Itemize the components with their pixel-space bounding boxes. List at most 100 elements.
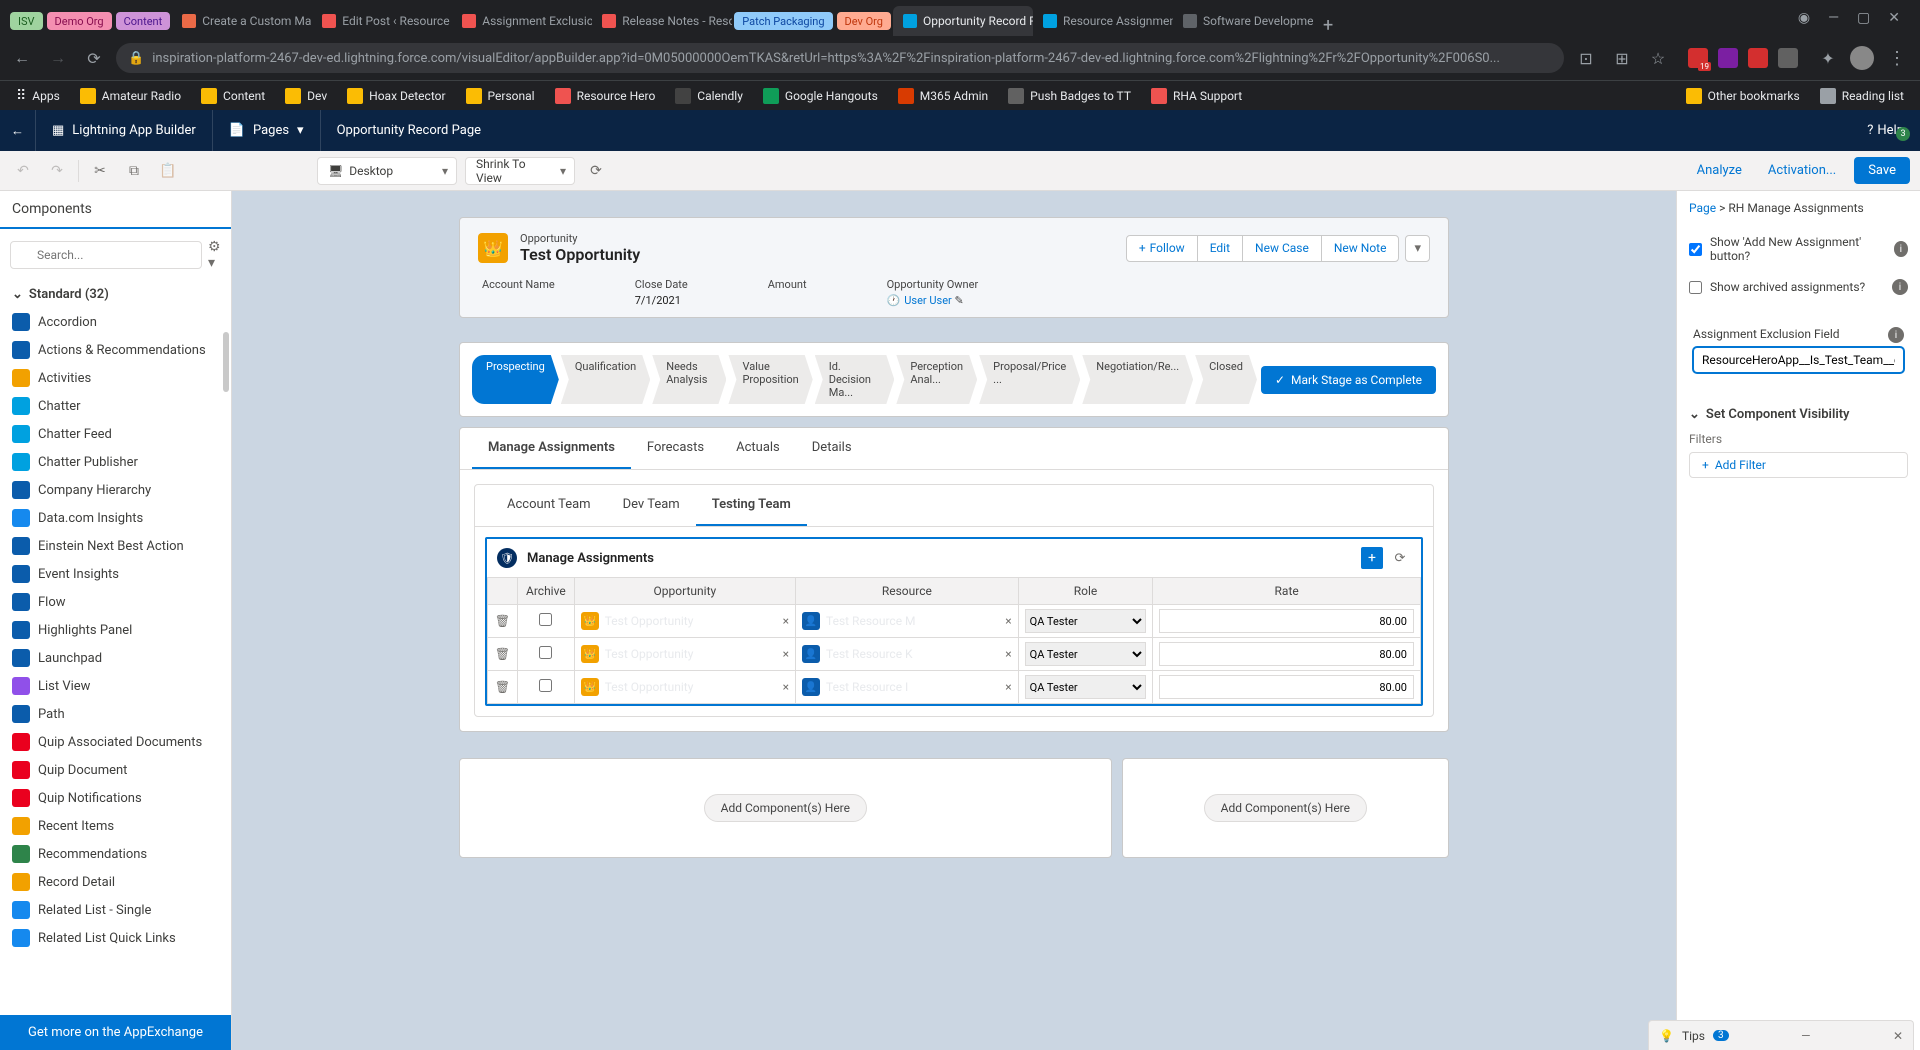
- cut-button[interactable]: ✂: [87, 158, 113, 184]
- scrollbar-thumb[interactable]: [223, 332, 229, 392]
- exclusion-field-input[interactable]: [1693, 347, 1904, 373]
- extension-icon[interactable]: [1778, 48, 1798, 68]
- drop-zone-left[interactable]: Add Component(s) Here: [459, 758, 1112, 858]
- extension-icon[interactable]: [1748, 48, 1768, 68]
- undo-button[interactable]: ↶: [10, 158, 36, 184]
- install-icon[interactable]: ⊞: [1608, 44, 1636, 72]
- reload-button[interactable]: ⟳: [80, 44, 108, 72]
- component-item[interactable]: Activities: [0, 364, 231, 392]
- component-item[interactable]: Chatter Feed: [0, 420, 231, 448]
- rate-input[interactable]: [1159, 642, 1414, 666]
- extensions-icon[interactable]: ✦: [1814, 44, 1842, 72]
- main-tab[interactable]: Actuals: [720, 428, 796, 469]
- component-item[interactable]: Recommendations: [0, 840, 231, 868]
- component-item[interactable]: Accordion: [0, 308, 231, 336]
- bookmark-item[interactable]: Resource Hero: [547, 84, 664, 108]
- bookmark-item[interactable]: Amateur Radio: [72, 84, 189, 108]
- extension-icon[interactable]: [1718, 48, 1738, 68]
- tips-bar[interactable]: 💡 Tips 3 — ✕: [1648, 1020, 1914, 1050]
- header-back-button[interactable]: ←: [0, 110, 36, 151]
- bookmark-item[interactable]: Push Badges to TT: [1000, 84, 1139, 108]
- browser-tab[interactable]: Resource Assignmen×: [1033, 6, 1173, 36]
- component-item[interactable]: Related List Quick Links: [0, 924, 231, 952]
- info-icon[interactable]: i: [1892, 279, 1908, 295]
- appexchange-link[interactable]: Get more on the AppExchange: [0, 1015, 231, 1050]
- follow-button[interactable]: +Follow: [1126, 235, 1198, 262]
- panel-settings-icon[interactable]: ⚙ ▾: [208, 239, 221, 271]
- add-assignment-button[interactable]: +: [1361, 547, 1383, 569]
- role-select[interactable]: QA Tester: [1025, 642, 1147, 666]
- info-icon[interactable]: i: [1894, 241, 1908, 257]
- archive-checkbox[interactable]: [539, 646, 552, 659]
- add-filter-button[interactable]: +Add Filter: [1689, 452, 1908, 478]
- show-archived-checkbox[interactable]: [1689, 281, 1702, 294]
- path-component[interactable]: ProspectingQualificationNeeds AnalysisVa…: [459, 342, 1449, 417]
- tab-group-pill[interactable]: Patch Packaging: [734, 12, 832, 30]
- path-stage[interactable]: Needs Analysis: [652, 355, 726, 404]
- back-button[interactable]: ←: [8, 44, 36, 72]
- path-stage[interactable]: Negotiation/Re...: [1082, 355, 1193, 404]
- refresh-button[interactable]: ⟳: [1389, 547, 1411, 569]
- component-item[interactable]: Einstein Next Best Action: [0, 532, 231, 560]
- bookmark-item[interactable]: Google Hangouts: [755, 84, 886, 108]
- main-tab[interactable]: Forecasts: [631, 428, 720, 469]
- refresh-canvas-button[interactable]: ⟳: [583, 158, 609, 184]
- path-stage[interactable]: Prospecting: [472, 355, 559, 404]
- delete-row-button[interactable]: 🗑: [488, 671, 518, 704]
- main-tab[interactable]: Details: [796, 428, 868, 469]
- redo-button[interactable]: ↷: [44, 158, 70, 184]
- manage-assignments-component[interactable]: 🛡 Manage Assignments + ⟳ ArchiveOpportun…: [485, 537, 1423, 706]
- rate-input[interactable]: [1159, 675, 1414, 699]
- mark-complete-button[interactable]: ✓Mark Stage as Complete: [1261, 366, 1436, 394]
- chrome-account-icon[interactable]: ◉: [1798, 10, 1810, 26]
- component-item[interactable]: Launchpad: [0, 644, 231, 672]
- more-actions-dropdown[interactable]: ▾: [1405, 235, 1430, 262]
- device-dropdown[interactable]: 🖥 Desktop: [317, 157, 457, 185]
- new-case-button[interactable]: New Case: [1242, 235, 1322, 262]
- bookmark-item[interactable]: Reading list: [1812, 84, 1912, 108]
- team-tab[interactable]: Dev Team: [607, 485, 696, 526]
- component-item[interactable]: Record Detail: [0, 868, 231, 896]
- path-stage[interactable]: Proposal/Price ...: [979, 355, 1080, 404]
- archive-checkbox[interactable]: [539, 679, 552, 692]
- visibility-section-header[interactable]: ⌄ Set Component Visibility: [1689, 407, 1908, 422]
- tab-group-pill[interactable]: Content: [116, 12, 171, 30]
- component-item[interactable]: Quip Notifications: [0, 784, 231, 812]
- drop-zone-right[interactable]: Add Component(s) Here: [1122, 758, 1449, 858]
- bookmark-star-icon[interactable]: ☆: [1644, 44, 1672, 72]
- resource-lookup[interactable]: 👤Test Resource M×: [802, 612, 1012, 630]
- component-item[interactable]: Chatter: [0, 392, 231, 420]
- activation-button[interactable]: Activation...: [1760, 163, 1844, 178]
- browser-tab[interactable]: Software Developme×: [1173, 6, 1313, 36]
- page-crumb-link[interactable]: Page: [1689, 201, 1716, 215]
- component-item[interactable]: Highlights Panel: [0, 616, 231, 644]
- tab-group-pill[interactable]: ISV: [10, 12, 43, 30]
- paste-button[interactable]: 📋: [155, 158, 181, 184]
- delete-row-button[interactable]: 🗑: [488, 605, 518, 638]
- url-input[interactable]: 🔒 inspiration-platform-2467-dev-ed.light…: [116, 43, 1564, 73]
- path-stage[interactable]: Qualification: [561, 355, 650, 404]
- extension-icon[interactable]: 19: [1688, 48, 1708, 68]
- main-tab[interactable]: Manage Assignments: [472, 428, 631, 469]
- component-item[interactable]: Path: [0, 700, 231, 728]
- chrome-menu-icon[interactable]: ⋮: [1882, 48, 1912, 69]
- tab-group-pill[interactable]: Dev Org: [837, 12, 891, 30]
- bookmark-item[interactable]: RHA Support: [1143, 84, 1250, 108]
- path-stage[interactable]: Value Proposition: [728, 355, 812, 404]
- highlights-panel[interactable]: 👑 Opportunity Test Opportunity +Follow E…: [459, 217, 1449, 318]
- archive-checkbox[interactable]: [539, 613, 552, 626]
- bookmark-item[interactable]: Personal: [458, 84, 543, 108]
- component-item[interactable]: Quip Associated Documents: [0, 728, 231, 756]
- path-stage[interactable]: Closed: [1195, 355, 1257, 404]
- help-button[interactable]: ?Help 3: [1851, 123, 1920, 138]
- component-item[interactable]: Actions & Recommendations: [0, 336, 231, 364]
- team-tab[interactable]: Testing Team: [696, 485, 807, 526]
- rate-input[interactable]: [1159, 609, 1414, 633]
- app-builder-label[interactable]: ▦ Lightning App Builder: [36, 110, 213, 151]
- translate-icon[interactable]: ⊡: [1572, 44, 1600, 72]
- minimize-icon[interactable]: —: [1828, 10, 1839, 26]
- zoom-dropdown[interactable]: Shrink To View: [465, 157, 575, 185]
- pages-dropdown[interactable]: 📄 Pages ▾: [213, 110, 321, 151]
- edit-button[interactable]: Edit: [1197, 235, 1243, 262]
- component-item[interactable]: Recent Items: [0, 812, 231, 840]
